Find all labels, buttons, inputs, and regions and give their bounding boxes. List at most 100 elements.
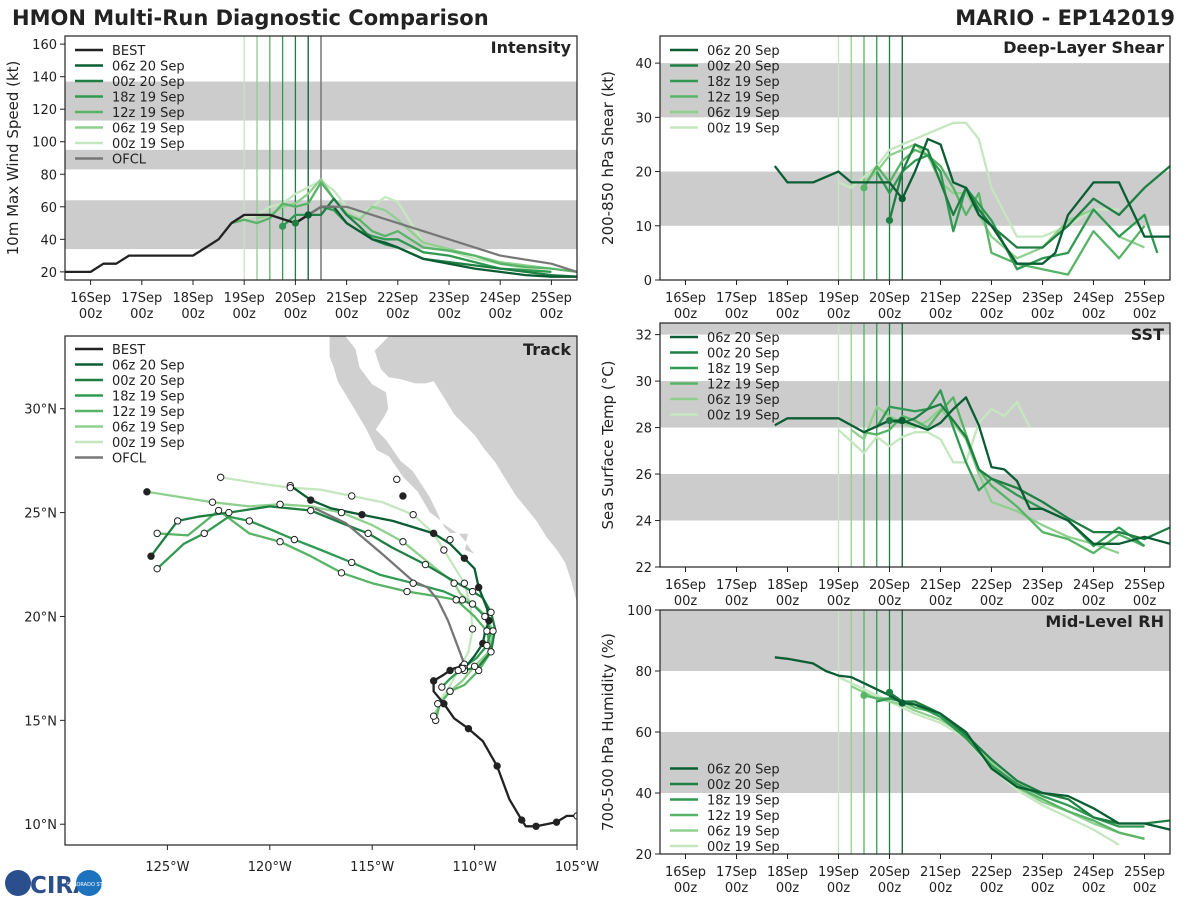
track-point	[307, 506, 315, 515]
rh-series-00z-20-sep	[888, 691, 1170, 825]
track-frame	[64, 335, 578, 846]
track-point	[216, 473, 225, 481]
track-legend-label: 00z 19 Sep	[112, 436, 185, 451]
intensity-series-06z-20-sep	[307, 205, 577, 278]
sst-title: SST	[1131, 325, 1164, 344]
track-legend-label: 18z 19 Sep	[112, 390, 185, 405]
rh-panel: 16Sep00z17Sep00z18Sep00z19Sep00z20Sep00z…	[599, 604, 1171, 896]
rh-band-0	[660, 732, 1170, 793]
track-point	[286, 483, 294, 492]
rh-ytick-label: 20	[635, 848, 652, 863]
track-point	[429, 712, 438, 720]
rh-marker-00z-20-sep	[885, 688, 894, 696]
track-point	[446, 687, 454, 695]
track-legend-label: 06z 19 Sep	[112, 421, 185, 436]
sst-xtick-label: 17Sep	[716, 578, 757, 593]
shear-legend-label: 00z 20 Sep	[707, 60, 780, 75]
shear-ytick-label: 30	[635, 111, 652, 126]
shear-series-12z-19-sep	[863, 148, 1146, 276]
track-xtick-label: 125°W	[145, 860, 189, 875]
rh-xtick-sublabel: 00z	[674, 881, 698, 896]
rh-xtick-label: 16Sep	[665, 865, 706, 880]
track-point	[487, 608, 495, 617]
sst-xtick-label: 23Sep	[1022, 578, 1063, 593]
rh-xtick-label: 17Sep	[716, 865, 757, 880]
track-point	[307, 496, 315, 504]
track-point	[276, 537, 284, 546]
rh-xtick-label: 22Sep	[971, 865, 1012, 880]
track-point	[276, 500, 284, 508]
intensity-legend-label: 06z 19 Sep	[112, 122, 185, 137]
shear-xtick-label: 23Sep	[1022, 291, 1063, 306]
shear-series-18z-19-sep	[875, 154, 1159, 271]
shear-xtick-sublabel: 00z	[1133, 307, 1157, 322]
shear-ylabel: 200-850 hPa Shear (kt)	[599, 71, 617, 245]
shear-legend-label: 12z 19 Sep	[707, 91, 780, 106]
intensity-xtick-sublabel: 00z	[437, 307, 461, 322]
rh-xtick-sublabel: 00z	[776, 881, 800, 896]
rh-xtick-label: 25Sep	[1124, 865, 1165, 880]
rh-xtick-sublabel: 00z	[929, 881, 953, 896]
track-point	[470, 662, 479, 671]
sst-xtick-sublabel: 00z	[929, 594, 953, 609]
intensity-xtick-label: 19Sep	[224, 291, 265, 306]
rh-xtick-sublabel: 00z	[1082, 881, 1106, 896]
rh-ytick-label: 100	[627, 604, 652, 619]
track-line-06z-19-sep	[146, 490, 495, 717]
track-point	[458, 596, 467, 604]
intensity-ytick-label: 160	[32, 38, 57, 53]
shear-xtick-sublabel: 00z	[980, 307, 1004, 322]
intensity-panel: 16Sep00z17Sep00z18Sep00z19Sep00z20Sep00z…	[4, 35, 578, 322]
track-ytick-label: 15°N	[24, 714, 57, 729]
intensity-xtick-label: 21Sep	[326, 291, 367, 306]
cira-logo: CIRA COLORADO STATE	[5, 870, 112, 899]
track-point	[153, 564, 161, 573]
track-point	[348, 558, 356, 567]
shear-legend-label: 06z 20 Sep	[707, 44, 780, 59]
intensity-xtick-label: 16Sep	[70, 291, 111, 306]
rh-xtick-sublabel: 00z	[980, 881, 1004, 896]
rh-xtick-label: 18Sep	[767, 865, 808, 880]
shear-xtick-label: 16Sep	[665, 291, 706, 306]
track-xtick-label: 110°W	[453, 860, 497, 875]
track-point	[429, 529, 438, 538]
track-point	[487, 648, 495, 656]
rh-xtick-label: 21Sep	[920, 865, 961, 880]
intensity-xtick-label: 18Sep	[172, 291, 213, 306]
sst-xtick-label: 16Sep	[665, 578, 706, 593]
track-point	[364, 529, 372, 538]
rh-xtick-sublabel: 00z	[1133, 881, 1157, 896]
intensity-series-ofcl	[307, 205, 577, 273]
sst-band-2	[660, 323, 1170, 335]
sst-series-06z-20-sep	[774, 396, 1170, 545]
shear-xtick-sublabel: 00z	[878, 307, 902, 322]
sst-ytick-label: 22	[635, 561, 652, 576]
intensity-frame	[64, 35, 578, 281]
shear-frame	[659, 35, 1171, 281]
intensity-ytick-label: 40	[40, 233, 57, 248]
figure-title: HMON Multi-Run Diagnostic Comparison	[12, 6, 489, 30]
shear-xtick-label: 24Sep	[1073, 291, 1114, 306]
track-point	[483, 627, 491, 635]
track-legend-label: BEST	[112, 343, 145, 358]
track-point	[552, 818, 561, 826]
track-point	[468, 587, 477, 596]
rh-legend-label: 18z 19 Sep	[707, 794, 780, 809]
track-point	[493, 762, 501, 770]
track-line-ofcl	[314, 507, 466, 665]
track-point	[481, 612, 489, 621]
shear-marker-06z-20-sep	[898, 195, 906, 203]
track-ytick-label: 10°N	[24, 818, 57, 833]
shear-xtick-label: 25Sep	[1124, 291, 1165, 306]
sst-xtick-label: 18Sep	[767, 578, 808, 593]
shear-marker-00z-20-sep	[885, 216, 894, 224]
track-point	[483, 641, 491, 650]
track-point	[399, 492, 407, 500]
sst-ytick-label: 24	[635, 515, 652, 530]
sst-series-00z-20-sep	[889, 403, 1170, 541]
rh-ytick-label: 40	[635, 787, 652, 802]
shear-xtick-sublabel: 00z	[929, 307, 953, 322]
track-legend-label: 06z 20 Sep	[112, 359, 185, 374]
rh-series-00z-19-sep	[838, 676, 1120, 846]
shear-marker-12z-19-sep	[860, 184, 868, 192]
